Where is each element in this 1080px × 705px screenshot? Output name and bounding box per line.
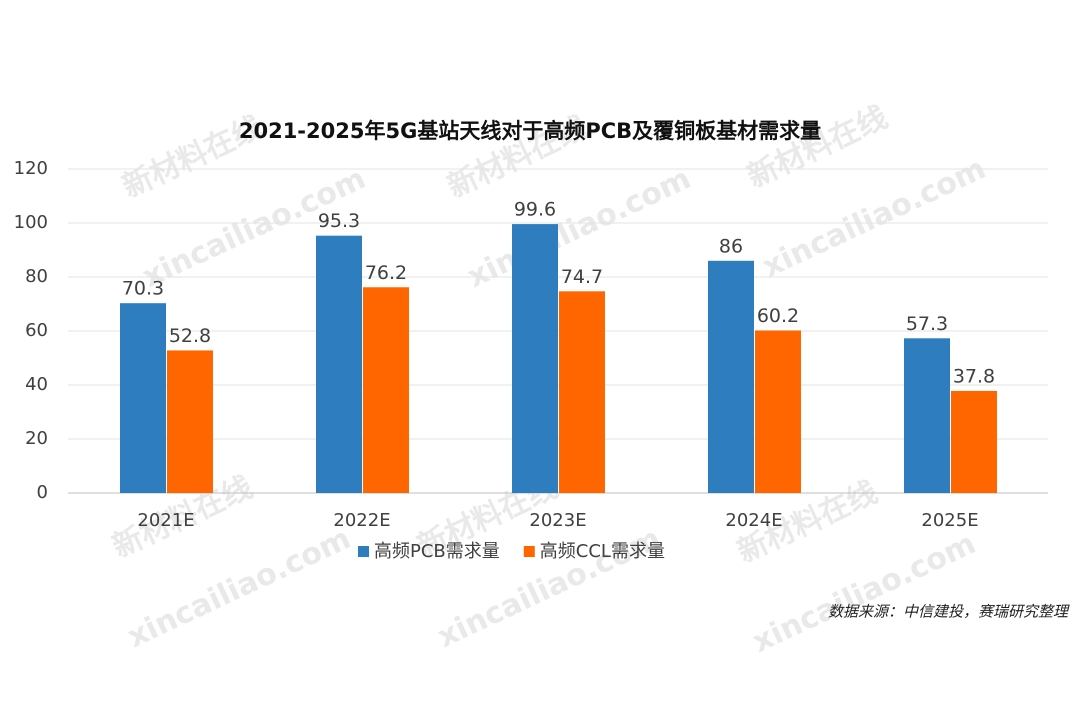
y-tick-label: 60 <box>25 320 48 341</box>
y-tick-label: 20 <box>25 428 48 449</box>
value-label: 74.7 <box>561 266 603 288</box>
value-label: 70.3 <box>122 278 164 300</box>
y-tick-label: 40 <box>25 374 48 395</box>
bar <box>904 338 950 493</box>
bar <box>363 287 409 493</box>
value-label: 37.8 <box>953 365 995 387</box>
bar <box>755 330 801 493</box>
x-tick-label: 2021E <box>137 510 194 531</box>
value-label: 52.8 <box>169 325 211 347</box>
value-label: 60.2 <box>757 305 799 327</box>
x-tick-label: 2024E <box>725 510 782 531</box>
bar <box>559 291 605 493</box>
x-tick-label: 2025E <box>921 510 978 531</box>
x-tick-label: 2022E <box>333 510 390 531</box>
y-tick-label: 120 <box>14 158 48 179</box>
y-tick-label: 0 <box>37 482 48 503</box>
legend-label: 高频PCB需求量 <box>374 541 500 562</box>
y-tick-label: 100 <box>14 212 48 233</box>
bar <box>708 260 754 493</box>
value-label: 86 <box>719 235 743 257</box>
x-tick-label: 2023E <box>529 510 586 531</box>
value-label: 76.2 <box>365 262 407 284</box>
value-label: 57.3 <box>906 313 948 335</box>
watermark: 新材料在线 <box>742 100 893 195</box>
legend-label: 高频CCL需求量 <box>540 541 665 562</box>
value-label: 99.6 <box>514 199 556 221</box>
bar <box>951 390 997 493</box>
value-label: 95.3 <box>318 210 360 232</box>
legend-swatch <box>523 546 535 557</box>
bar <box>120 303 166 493</box>
legend-swatch <box>358 546 369 557</box>
bar <box>512 224 558 493</box>
source-note: 数据来源：中信建投，赛瑞研究整理 <box>828 603 1070 621</box>
chart-title: 2021-2025年5G基站天线对于高频PCB及覆铜板基材需求量 <box>239 119 821 143</box>
bar <box>316 235 362 493</box>
bar <box>167 350 213 493</box>
y-tick-label: 80 <box>25 266 48 287</box>
